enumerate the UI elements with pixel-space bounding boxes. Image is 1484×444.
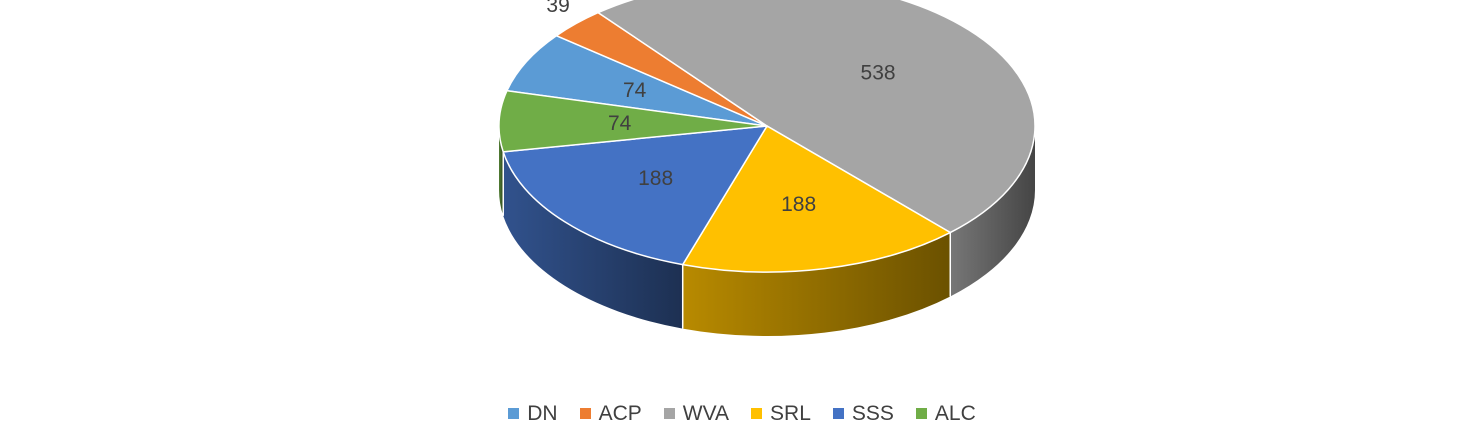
pie-sides xyxy=(499,126,1035,336)
legend-label-dn: DN xyxy=(527,401,558,425)
legend-swatch-wva xyxy=(663,407,675,419)
pie-side-srl xyxy=(682,232,951,336)
legend-label-sss: SSS xyxy=(851,401,894,425)
legend-label-alc: ALC xyxy=(934,401,976,425)
chart-legend: DN ACP WVA SRL SSS ALC xyxy=(0,398,1484,428)
legend-item-acp: ACP xyxy=(579,401,642,425)
pie-slice-srl xyxy=(681,125,951,273)
legend-swatch-srl xyxy=(751,407,763,419)
legend-item-alc: ALC xyxy=(915,401,976,425)
data-label-wva: 538 xyxy=(861,62,896,85)
pie-slice-sss xyxy=(502,125,768,266)
pie-slice-alc xyxy=(498,89,768,153)
legend-swatch-alc xyxy=(915,407,927,419)
pie-slice-dn xyxy=(506,34,768,127)
legend-label-wva: WVA xyxy=(682,401,730,425)
data-label-sss: 188 xyxy=(638,167,673,190)
data-label-alc: 74 xyxy=(608,112,632,135)
legend-item-dn: DN xyxy=(508,401,558,425)
pie-side-sss xyxy=(503,151,683,329)
legend-swatch-acp xyxy=(579,407,591,419)
pie-slice-wva xyxy=(597,0,1036,234)
pie-data-labels: 74 39 538 188 188 74 xyxy=(546,0,895,216)
pie-slices xyxy=(498,0,1036,273)
legend-item-wva: WVA xyxy=(663,401,730,425)
data-label-srl: 188 xyxy=(781,193,816,216)
legend-label-acp: ACP xyxy=(598,401,642,425)
pie-side-wva xyxy=(950,126,1035,297)
legend-item-sss: SSS xyxy=(832,401,894,425)
legend-swatch-sss xyxy=(832,407,844,419)
legend-item-srl: SRL xyxy=(751,403,811,424)
legend-swatch-dn xyxy=(508,407,520,419)
data-label-dn: 74 xyxy=(623,79,647,102)
data-label-acp: 39 xyxy=(546,0,569,17)
legend-label-srl: SRL xyxy=(770,401,811,425)
